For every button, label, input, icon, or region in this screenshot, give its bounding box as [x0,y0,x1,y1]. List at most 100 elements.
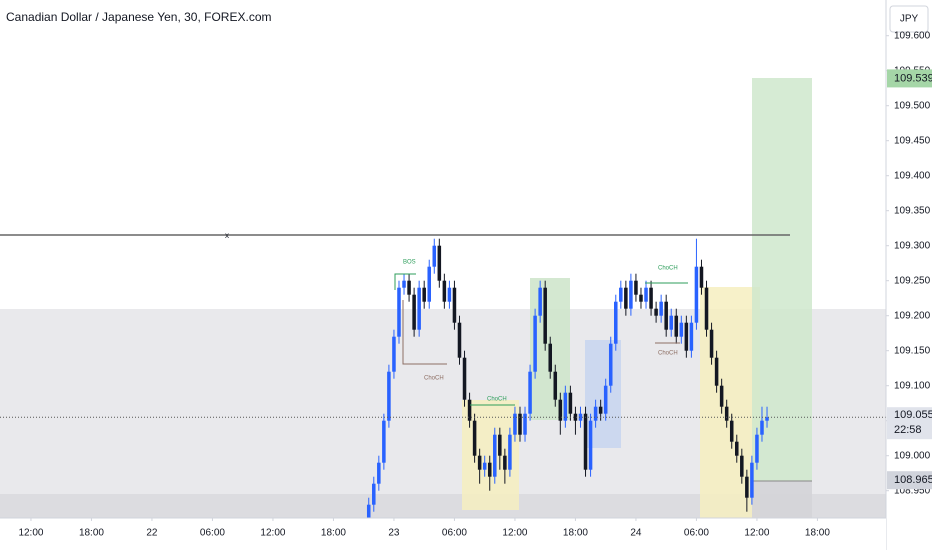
candle-body [649,287,653,309]
candle-body [634,280,638,295]
x-tick-label: 18:00 [321,528,346,539]
candle-body [664,301,668,330]
candle-body [452,287,457,323]
candles [0,238,886,526]
target-price-tag [887,69,932,88]
candle-body [659,301,663,316]
candle-body [765,417,769,421]
candle-body [513,413,517,435]
candle-body [432,245,437,267]
yellow-zone [700,287,760,518]
candle-body [377,462,381,484]
candle-body [639,294,643,302]
y-tick-label: 109.450 [894,135,931,146]
candle-body [755,434,759,463]
candle-body [487,462,492,477]
candle-body [694,266,699,323]
target-zone [752,78,812,481]
candle-body [679,322,684,337]
candle-body [598,406,603,414]
x-tick-label: 12:00 [18,528,43,539]
level-marker: x [225,231,229,240]
candle-body [472,420,477,456]
candle-body [593,406,598,421]
candle-body [447,287,452,302]
candle-body [493,434,497,477]
currency-label[interactable]: JPY [900,14,919,25]
annotation: BOS [403,260,416,266]
candle-body [533,315,537,372]
candle-body [387,371,391,421]
bos-line [394,273,416,290]
x-tick-label: 12:00 [260,528,285,539]
candle-body [503,455,507,470]
candle-body [669,315,673,330]
current-price-tag [887,407,932,440]
y-tick-label: 109.150 [894,345,931,356]
candle-body [523,413,527,435]
annotation: ChoCH [658,266,678,272]
candle-body [412,294,416,330]
candle-body [366,504,371,519]
candle-body [548,343,552,372]
annotation: ChoCH [658,351,678,357]
candle-body [619,287,623,302]
annotation: ChoCH [424,376,444,382]
candle-body [528,371,532,414]
candle-body [563,392,568,421]
y-tick-label: 109.500 [894,100,931,111]
candle-body [760,420,764,435]
candle-body [543,287,547,344]
x-tick-label: 12:00 [744,528,769,539]
candle-body [553,371,558,400]
candle-body [714,357,719,386]
candle-body [709,329,714,358]
x-tick-label: 06:00 [200,528,225,539]
candle-body [699,266,704,288]
x-tick-label: 18:00 [79,528,104,539]
candle-body [608,343,613,386]
price-labels: 109.055 22:58 109.539 108.965 [887,69,932,490]
candle-body [684,322,689,351]
x-tick-label: 06:00 [684,528,709,539]
price-axis [886,0,932,550]
candle-body [573,413,578,421]
candle-body [603,385,608,414]
candle-body [442,280,447,302]
candle-body [538,287,542,316]
candle-body [724,406,729,421]
candle-body [457,322,462,358]
candle-body [437,245,442,281]
candle-body [583,413,588,470]
currency-button[interactable] [889,5,929,33]
candle-body [462,357,467,400]
choch-line [402,300,447,365]
candle-body [417,287,421,330]
candle-body [704,287,709,330]
x-tick-label: 23 [388,528,400,539]
y-tick-label: 109.300 [894,240,931,251]
candle-body [740,455,744,477]
y-tick-label: 109.100 [894,380,931,391]
candle-body [382,420,386,463]
current-price-label: 109.055 [894,409,932,421]
candle-body [644,287,648,302]
entry-price-tag [887,471,932,490]
entry-price-label: 108.965 [894,474,932,486]
candle-body [578,413,583,421]
candle-body [719,385,724,407]
target-price-label: 109.539 [894,72,932,84]
candle-body [729,420,734,442]
candle-body [467,399,472,421]
x-tick-label: 12:00 [502,528,527,539]
y-tick-label: 108.950 [894,485,931,496]
time-axis [0,518,886,550]
candle-body [372,483,376,505]
candle-body [674,315,679,337]
annotation: ChoCH [487,397,507,403]
candle-body [518,413,522,435]
candle-body [750,462,754,498]
candle-body [614,301,618,344]
y-tick-label: 109.600 [894,30,931,41]
chart-title: Canadian Dollar / Japanese Yen, 30, FORE… [6,10,272,24]
